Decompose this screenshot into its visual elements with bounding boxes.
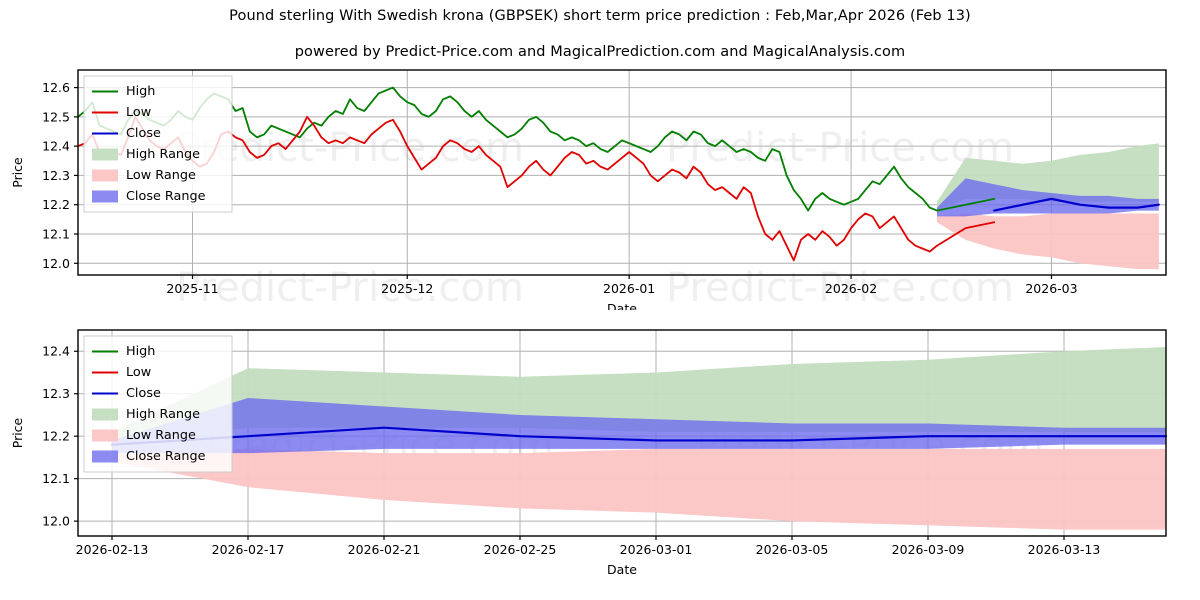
legend-label-high-range: High Range [126, 407, 200, 422]
band-group [936, 143, 1159, 270]
y-tick-label: 12.2 [42, 197, 70, 212]
legend-swatch-band-high-range [92, 148, 118, 161]
chart-legend: High Low Close High Range Low Range Close Ran… [83, 335, 233, 473]
legend-label-low: Low [126, 105, 151, 120]
watermark-label: Predict-Price.com [666, 265, 1014, 310]
y-tick-label: 12.5 [42, 109, 70, 124]
legend-label-close: Close [126, 386, 161, 401]
legend-swatch-band-close-range [92, 450, 118, 463]
axes-group: 12.0 12.1 12.2 12.3 12.4 2026-02-13 2026-02-17… [10, 344, 1100, 577]
legend-swatch-band-high-range [92, 408, 118, 421]
y-tick-label: 12.0 [42, 256, 70, 271]
band-low-range [112, 448, 1166, 530]
watermark-group: Predict-Price.com Predict-Price.com Predic… [176, 125, 1014, 310]
legend-label-high: High [126, 344, 155, 359]
x-tick-label: 2026-03-05 [756, 542, 829, 557]
series-group [110, 426, 1168, 446]
x-axis-label: Date [607, 301, 637, 310]
x-tick-label: 2026-03-01 [620, 542, 693, 557]
band-low-range [936, 213, 1159, 270]
y-tick-label: 12.1 [42, 227, 70, 242]
series-line-close [110, 426, 1168, 446]
x-tick-label: 2026-02 [825, 281, 877, 296]
forecast-detail-chart-panel: Predict-Price.comPredict-Price.com12.012… [0, 320, 1200, 600]
legend-label-low-range: Low Range [126, 168, 196, 183]
watermark-label: Predict-Price.com [176, 125, 524, 171]
axes-group: 12.0 12.1 12.2 12.3 12.4 12.5 12.6 2025-11 2025-… [10, 80, 1078, 310]
y-tick-label: 12.4 [42, 139, 70, 154]
legend-label-close-range: Close Range [126, 449, 206, 464]
x-tick-label: 2026-02-13 [76, 542, 149, 557]
y-tick-label: 12.3 [42, 168, 70, 183]
x-tick-label: 2026-02-25 [484, 542, 557, 557]
legend-label-low-range: Low Range [126, 428, 196, 443]
y-tick-label: 12.4 [42, 344, 70, 359]
legend-swatch-band-close-range [92, 190, 118, 203]
legend-label-high-range: High Range [126, 147, 200, 162]
x-tick-label: 2026-03-09 [892, 542, 965, 557]
y-tick-label: 12.2 [42, 429, 70, 444]
legend-box [83, 75, 233, 213]
x-tick-label: 2025-12 [381, 281, 433, 296]
y-tick-label: 12.3 [42, 386, 70, 401]
legend-swatch-band-low-range [92, 429, 118, 442]
x-tick-label: 2026-02-17 [212, 542, 285, 557]
band-group [112, 346, 1166, 530]
forecast-detail-chart-svg: Predict-Price.comPredict-Price.com12.012… [10, 329, 1168, 577]
watermark-label: Predict-Price.com [666, 125, 1014, 171]
watermark-label: Predict-Price.com [176, 265, 524, 310]
x-axis-label: Date [607, 562, 637, 577]
y-tick-label: 12.6 [42, 80, 70, 95]
y-tick-label: 12.1 [42, 471, 70, 486]
y-axis-label: Price [10, 157, 25, 188]
x-tick-label: 2026-03-13 [1028, 542, 1101, 557]
page-subtitle: powered by Predict-Price.com and Magical… [294, 44, 906, 60]
chart-legend: High Low Close High Range Low Range Close Ran… [83, 75, 233, 213]
legend-label-close-range: Close Range [126, 189, 206, 204]
legend-box [83, 335, 233, 473]
band-close-range [112, 397, 1166, 454]
plot-border [77, 69, 1167, 276]
legend-label-high: High [126, 84, 155, 99]
overview-chart-panel: Predict-Price.com Predict-Price.com Predic… [0, 60, 1200, 310]
series-line-close [993, 197, 1160, 212]
overview-chart-svg: Predict-Price.com Predict-Price.com Predic… [10, 69, 1167, 310]
gridlines [78, 70, 1166, 275]
legend-label-low: Low [126, 365, 151, 380]
x-tick-label: 2025-11 [166, 281, 218, 296]
x-tick-label: 2026-03 [1025, 281, 1077, 296]
plot-border [77, 329, 1167, 537]
x-tick-label: 2026-01 [603, 281, 655, 296]
y-tick-label: 12.0 [42, 514, 70, 529]
legend-label-close: Close [126, 126, 161, 141]
legend-swatch-band-low-range [92, 169, 118, 182]
x-tick-label: 2026-02-21 [348, 542, 421, 557]
page-title: Pound sterling With Swedish krona (GBPSE… [229, 8, 971, 24]
y-axis-label: Price [10, 417, 25, 448]
